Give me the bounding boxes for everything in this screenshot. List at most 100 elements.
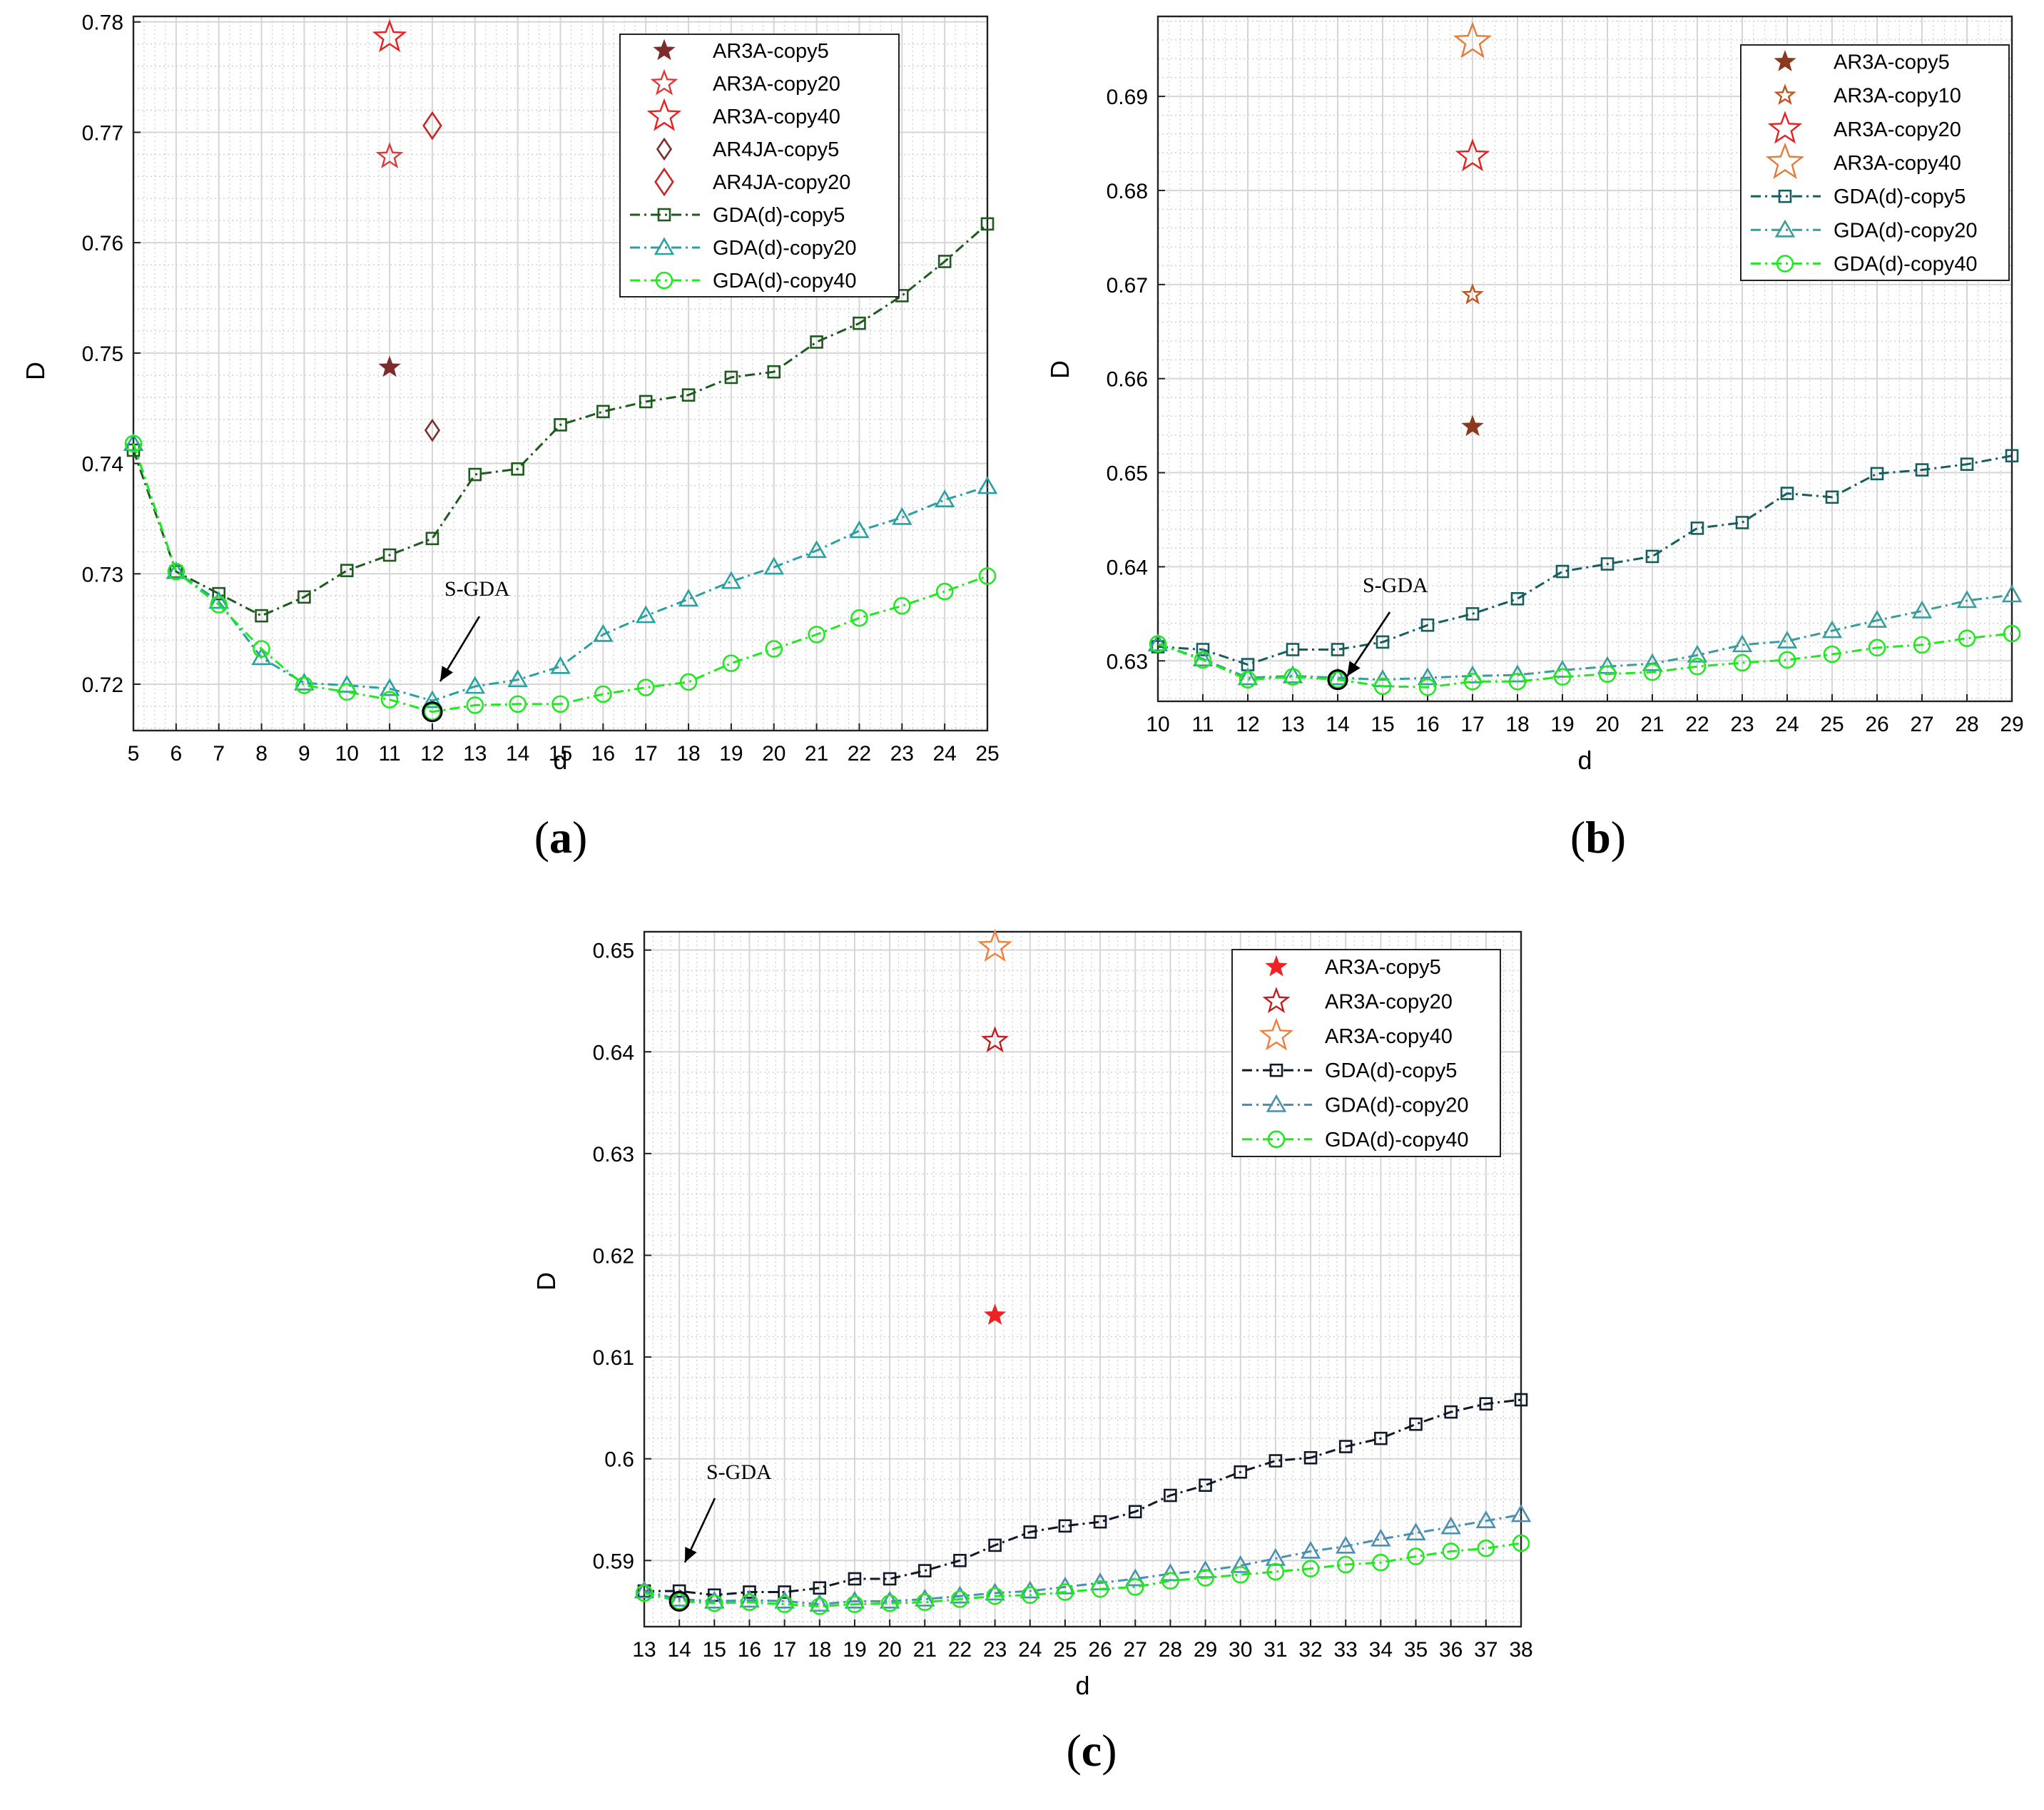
data-point-gda-d-copy5 — [1058, 1519, 1072, 1533]
legend-label: GDA(d)-copy5 — [1834, 185, 1966, 208]
x-tick-label: 19 — [719, 742, 743, 766]
x-tick-label: 8 — [255, 742, 268, 766]
data-point-gda-d-copy40 — [1442, 1542, 1460, 1560]
x-tick-label: 31 — [1263, 1638, 1287, 1662]
data-point-gda-d-copy5 — [853, 316, 866, 330]
data-point-gda-d-copy20 — [379, 678, 400, 696]
x-tick-label: 17 — [634, 742, 658, 766]
legend-label: GDA(d)-copy20 — [1834, 219, 1977, 242]
x-tick-label: 16 — [591, 742, 615, 766]
x-tick-label: 13 — [463, 742, 487, 766]
data-point-gda-d-copy40 — [893, 596, 911, 615]
data-point-gda-d-copy40 — [765, 640, 783, 658]
panel-a-x-axis-label: d — [553, 746, 567, 775]
panel-b-legend: AR3A-copy5 AR3A-copy10 AR3A-copy20 AR3A-cop… — [1740, 44, 2010, 281]
data-point-gda-d-copy20 — [1417, 667, 1438, 686]
data-point-gda-d-copy40 — [1266, 1562, 1285, 1581]
data-point-gda-d-copy5 — [953, 1554, 967, 1567]
data-point-gda-d-copy20 — [1687, 644, 1708, 663]
data-point-gda-d-copy20 — [1160, 1563, 1181, 1582]
data-point-gda-d-copy5 — [596, 405, 610, 419]
data-point-gda-d-copy5 — [1196, 643, 1210, 656]
data-point-gda-d-copy5 — [672, 1584, 686, 1598]
data-point-gda-d-copy40 — [1283, 668, 1302, 686]
data-point-gda-d-copy40 — [1643, 663, 1662, 681]
x-tick-label: 24 — [1775, 713, 1799, 736]
x-tick-label: 33 — [1334, 1638, 1358, 1662]
legend-entry-ar3a-copy5: AR3A-copy5 — [653, 39, 829, 63]
x-tick-label: 28 — [1955, 713, 1978, 736]
panel-a-s-gda-annotation: S-GDA — [422, 577, 510, 723]
panel-a-caption: (a) — [534, 812, 588, 863]
data-point-gda-d-copy20 — [1597, 656, 1618, 674]
data-point-gda-d-copy40 — [1778, 651, 1796, 669]
panel-c-x-axis-label: d — [1075, 1671, 1089, 1700]
x-tick-label: 17 — [773, 1638, 796, 1662]
data-point-gda-d-copy20 — [1020, 1580, 1041, 1599]
point-ar4ja-copy20 — [422, 111, 442, 141]
legend-marker — [1774, 219, 1796, 238]
data-point-gda-d-copy20 — [1405, 1522, 1426, 1541]
legend-label: AR3A-copy5 — [713, 40, 829, 63]
panel-c-legend: AR3A-copy5 AR3A-copy20 AR3A-copy40 GDA(d)-c… — [1231, 949, 1501, 1157]
legend-marker — [1765, 142, 1805, 180]
x-tick-label: 16 — [1415, 713, 1439, 736]
legend-box — [1740, 44, 2010, 281]
data-point-gda-d-copy40 — [1196, 1569, 1214, 1587]
y-tick-label: 0.72 — [82, 673, 123, 697]
legend-entry-ar4ja-copy20: AR4JA-copy20 — [654, 167, 850, 197]
x-tick-label: 24 — [1018, 1638, 1042, 1662]
x-tick-label: 22 — [848, 742, 871, 766]
data-point-gda-d-copy40 — [509, 695, 527, 713]
x-tick-label: 14 — [667, 1638, 691, 1662]
data-point-gda-d-copy20 — [849, 520, 870, 539]
data-point-gda-d-copy40 — [1958, 629, 1976, 647]
x-tick-label: 18 — [676, 742, 700, 766]
data-point-gda-d-copy5 — [767, 365, 781, 379]
y-tick-label: 0.66 — [1107, 368, 1148, 392]
panel-c-axes-frame — [643, 930, 1522, 1628]
point-ar3a-copy40 — [1453, 21, 1493, 59]
data-point-gda-d-copy20 — [634, 1580, 655, 1599]
legend-entry-ar3a-copy40: AR3A-copy40 — [646, 98, 840, 131]
data-point-gda-d-copy5 — [1234, 1465, 1248, 1479]
data-point-gda-d-copy5 — [848, 1572, 862, 1586]
data-point-gda-d-copy20 — [337, 674, 357, 693]
s-gda-label: S-GDA — [706, 1460, 772, 1484]
data-point-gda-d-copy40 — [880, 1594, 899, 1612]
data-point-gda-d-copy20 — [1230, 1555, 1251, 1573]
panel-a-y-axis-label: D — [21, 362, 50, 380]
data-point-gda-d-copy20 — [294, 672, 315, 691]
legend-label: AR3A-copy5 — [1834, 51, 1950, 74]
series-line-gda-d-copy5 — [132, 223, 988, 617]
data-point-gda-d-copy20 — [739, 1590, 760, 1608]
y-tick-label: 0.63 — [593, 1143, 634, 1166]
data-point-gda-d-copy5 — [1303, 1450, 1318, 1465]
x-tick-label: 32 — [1298, 1638, 1322, 1662]
x-tick-label: 11 — [1191, 713, 1214, 736]
y-tick-label: 0.64 — [1107, 556, 1148, 579]
x-tick-label: 26 — [1865, 713, 1888, 736]
legend-entry-ar3a-copy5: AR3A-copy5 — [1774, 50, 1950, 74]
data-point-gda-d-copy40 — [1372, 1553, 1390, 1572]
panel-a-legend: AR3A-copy5 AR3A-copy20 AR3A-copy40 AR4JA-co… — [619, 34, 900, 298]
point-ar3a-copy20 — [981, 1026, 1010, 1053]
data-point-gda-d-copy5 — [743, 1585, 756, 1599]
legend-marker — [1767, 111, 1803, 144]
data-point-gda-d-copy5 — [1690, 522, 1704, 535]
panel-c-s-gda-annotation: S-GDA — [668, 1460, 772, 1612]
data-point-gda-d-copy5 — [937, 255, 952, 268]
data-point-gda-d-copy40 — [295, 676, 313, 694]
data-point-gda-d-copy40 — [706, 1594, 723, 1612]
legend-label: GDA(d)-copy40 — [713, 270, 856, 293]
legend-label: GDA(d)-copy5 — [1325, 1059, 1457, 1082]
x-tick-label: 25 — [1053, 1638, 1077, 1662]
data-point-gda-d-copy5 — [980, 217, 995, 231]
data-point-gda-d-copy40 — [1463, 673, 1482, 691]
data-point-gda-d-copy5 — [988, 1538, 1002, 1552]
data-point-gda-d-copy40 — [1021, 1586, 1039, 1605]
x-tick-label: 12 — [1236, 713, 1259, 736]
x-tick-label: 21 — [1640, 713, 1664, 736]
point-ar3a-copy40 — [372, 19, 407, 52]
data-point-gda-d-copy20 — [251, 647, 272, 666]
